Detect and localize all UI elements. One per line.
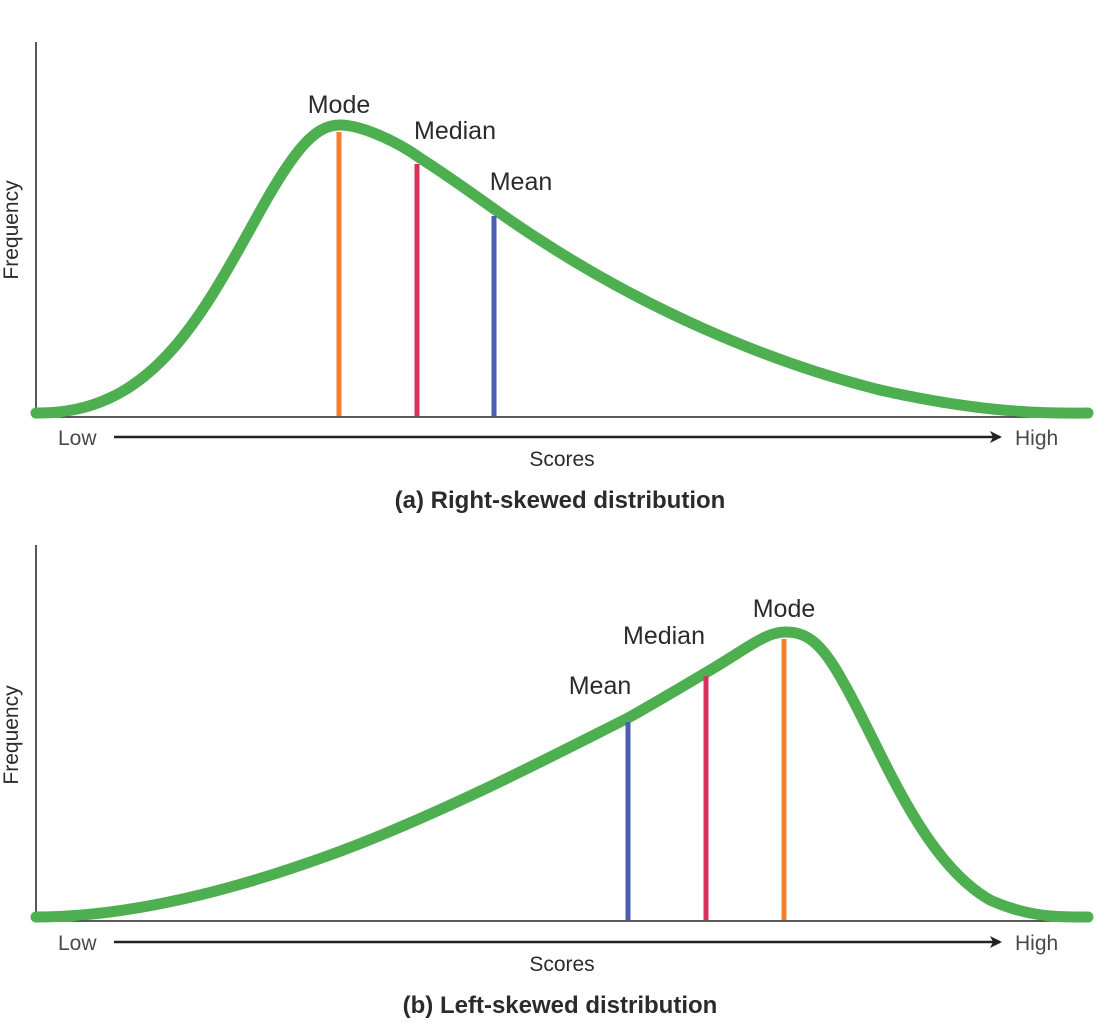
high-label: High xyxy=(1015,932,1058,955)
panel-caption: (a) Right-skewed distribution xyxy=(395,487,726,514)
panel-caption: (b) Left-skewed distribution xyxy=(403,992,718,1019)
y-axis-label: Frequency xyxy=(0,180,23,280)
x-axis-label: Scores xyxy=(529,448,594,471)
mode-label: Mode xyxy=(308,91,371,119)
low-label: Low xyxy=(58,427,97,450)
left-skewed-curve xyxy=(30,626,1094,923)
x-axis-label: Scores xyxy=(529,953,594,976)
median-label: Median xyxy=(414,117,496,145)
mode-label: Mode xyxy=(753,595,816,623)
panel-right-skewed: Mode Median Mean Frequency Low High Scor… xyxy=(0,42,1094,514)
median-label: Median xyxy=(623,622,705,650)
right-skewed-curve xyxy=(30,119,1094,419)
mean-label: Mean xyxy=(569,672,632,700)
y-axis-label: Frequency xyxy=(0,685,23,785)
high-label: High xyxy=(1015,427,1058,450)
panel-left-skewed: Mean Median Mode Frequency Low High Scor… xyxy=(0,545,1094,1019)
low-label: Low xyxy=(58,932,97,955)
mean-label: Mean xyxy=(490,168,553,196)
